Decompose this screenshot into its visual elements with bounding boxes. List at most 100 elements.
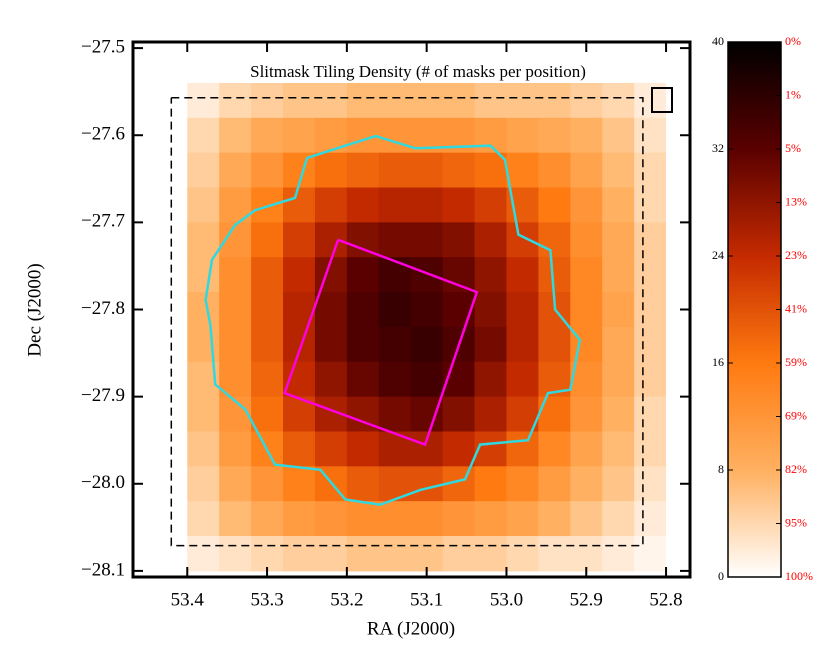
density-cell [634,326,667,363]
density-cell [378,536,412,572]
density-cell [570,257,603,293]
density-cell [155,466,188,502]
density-cell [506,466,539,502]
colorbar-percent-label: 13% [785,194,807,208]
density-cell [251,152,284,189]
density-cell [570,431,603,467]
density-cell [602,82,635,119]
density-cell [570,536,603,572]
density-cell [666,536,690,572]
density-cell [314,222,348,258]
density-cell [474,431,507,467]
density-cell [506,501,539,537]
density-cell [506,431,539,467]
density-cell [538,152,571,189]
density-cell [602,152,635,189]
density-cell [634,501,667,537]
density-cell [410,222,444,258]
density-cell [570,152,603,189]
density-cell [410,152,444,189]
density-cell [155,361,188,398]
density-cell [634,536,667,572]
density-cell [506,222,539,258]
density-cell [283,187,316,223]
density-cell [602,292,635,328]
density-cell [283,431,316,467]
density-cell [251,536,284,572]
density-cell [219,536,252,572]
density-cell [410,292,444,328]
density-cell [410,257,444,293]
colorbar-percent-label: 59% [785,355,807,369]
colorbar-percent-label: 1% [785,87,801,101]
density-cell [283,536,316,572]
chart-title: Slitmask Tiling Density (# of masks per … [250,62,586,81]
density-cell [378,82,412,119]
density-cell [602,222,635,258]
colorbar-tick-label: 16 [712,355,724,369]
density-cell [283,326,316,363]
density-cell [378,326,412,363]
density-cell [538,117,571,154]
region-outline [283,238,479,447]
density-cell [634,117,667,154]
density-cell [410,466,444,502]
density-cell [442,187,476,223]
colorbar-percent-label: 0% [785,34,801,48]
density-cell [442,536,476,572]
density-cell [570,466,603,502]
colorbar-tick-label: 8 [718,462,724,476]
density-cell [187,326,220,363]
density-cell [538,501,571,537]
y-tick-label: −27.9 [81,385,125,406]
density-cell [474,187,507,223]
density-cell [251,361,284,398]
density-cell [346,82,380,119]
density-cell [442,222,476,258]
density-cell [219,117,252,154]
density-cell [442,431,476,467]
density-cell [219,431,252,467]
y-tick-label: −27.8 [81,298,125,319]
density-cell [474,466,507,502]
density-cell [346,431,380,467]
density-cell [538,257,571,293]
density-cell [602,396,635,432]
colorbar-tick-label: 0 [718,569,724,583]
density-cell [346,187,380,223]
density-cell [187,501,220,537]
y-axis-label: Dec (J2000) [24,263,45,356]
density-cell [155,257,188,293]
density-cell [314,152,348,189]
y-tick-label: −28.0 [81,472,125,493]
y-tick-label: −27.7 [81,211,125,232]
density-cell [634,187,667,223]
density-cell [570,82,603,119]
density-cell [410,187,444,223]
density-cell [378,396,412,432]
density-cell [410,501,444,537]
density-cell [634,257,667,293]
x-tick-label: 53.2 [330,589,363,610]
density-cell [442,82,476,119]
colorbar-percent-label: 41% [785,301,807,315]
density-cell [187,536,220,572]
x-tick-label: 53.4 [171,589,205,610]
x-tick-label: 53.0 [490,589,523,610]
density-cell [634,222,667,258]
density-cell [506,536,539,572]
density-cell [666,466,690,502]
density-cell [474,117,507,154]
density-cell [538,82,571,119]
density-cell [506,117,539,154]
density-cell [410,396,444,432]
density-cell [251,292,284,328]
density-cell [634,292,667,328]
density-cell [283,222,316,258]
density-cell [378,222,412,258]
region-outline [170,97,644,547]
region-outline [204,134,582,506]
density-cell [314,326,348,363]
density-cell [538,466,571,502]
